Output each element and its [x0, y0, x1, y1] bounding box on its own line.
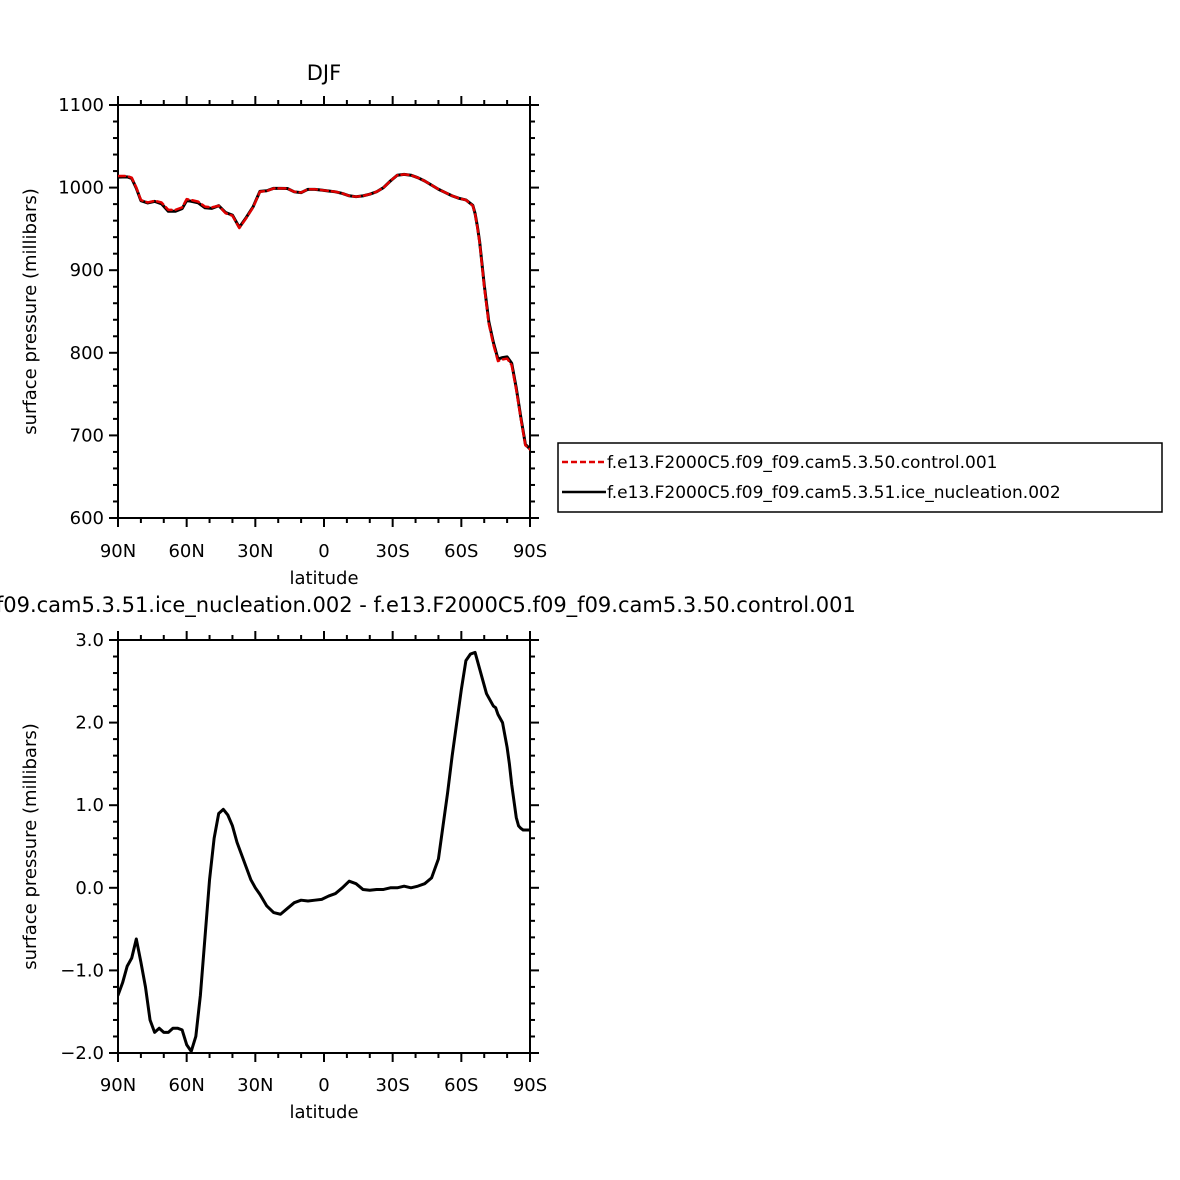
plot-frame [117, 104, 531, 519]
x-tick-label: 60S [444, 1075, 478, 1096]
x-tick-label: 90N [100, 541, 136, 562]
y-axis-label: surface pressure (millibars) [20, 188, 41, 435]
y-tick-label: 900 [70, 260, 104, 281]
y-tick-label: −2.0 [60, 1043, 104, 1064]
y-tick-label: 1100 [58, 95, 104, 116]
x-tick-label: 60N [168, 1075, 204, 1096]
bottom-plot: 90N 60N 30N 0 30S 60S 90S −2.0 −1.0 0.0 1.0 2.0 3.0 l… [0, 593, 856, 1123]
x-axis-label: latitude [289, 1102, 358, 1123]
y-tick-label: 0.0 [75, 878, 104, 899]
series-line-0 [118, 650, 530, 1053]
x-tick-label: 30S [375, 1075, 409, 1096]
series-line-0 [118, 173, 530, 451]
legend-box [557, 442, 1163, 513]
plot-title: f.e13.F2000C5.f09_f09.cam5.3.51.ice_nucl… [0, 593, 856, 618]
legend-entry-1: f.e13.F2000C5.f09_f09.cam5.3.51.ice_nucl… [607, 483, 1061, 503]
legend: f.e13.F2000C5.f09_f09.cam5.3.50.control.… [557, 442, 1163, 513]
x-tick-label: 0 [318, 541, 329, 562]
y-tick-label: 1.0 [75, 795, 104, 816]
x-tick-label: 0 [318, 1075, 329, 1096]
y-tick-label: −1.0 [60, 960, 104, 981]
plot-frame [117, 639, 531, 1054]
y-tick-label: 700 [70, 425, 104, 446]
plot-title: DJF [307, 61, 341, 85]
y-tick-label: 3.0 [75, 630, 104, 651]
x-tick-label: 60S [444, 541, 478, 562]
x-tick-label: 60N [168, 541, 204, 562]
y-tick-label: 600 [70, 508, 104, 529]
y-tick-label: 800 [70, 343, 104, 364]
top-plot: 90N 60N 30N 0 30S 60S 90S 600 700 800 900 1000 1100 l… [20, 61, 547, 589]
x-tick-label: 90S [513, 1075, 547, 1096]
x-tick-label: 90N [100, 1075, 136, 1096]
x-tick-label: 90S [513, 541, 547, 562]
x-tick-label: 30S [375, 541, 409, 562]
series-line-1 [118, 172, 530, 451]
y-axis-label: surface pressure (millibars) [20, 723, 41, 970]
x-tick-label: 30N [237, 1075, 273, 1096]
y-tick-label: 2.0 [75, 713, 104, 734]
legend-entry-0: f.e13.F2000C5.f09_f09.cam5.3.50.control.… [607, 453, 998, 473]
x-axis-label: latitude [289, 568, 358, 589]
y-tick-label: 1000 [58, 178, 104, 199]
x-tick-label: 30N [237, 541, 273, 562]
